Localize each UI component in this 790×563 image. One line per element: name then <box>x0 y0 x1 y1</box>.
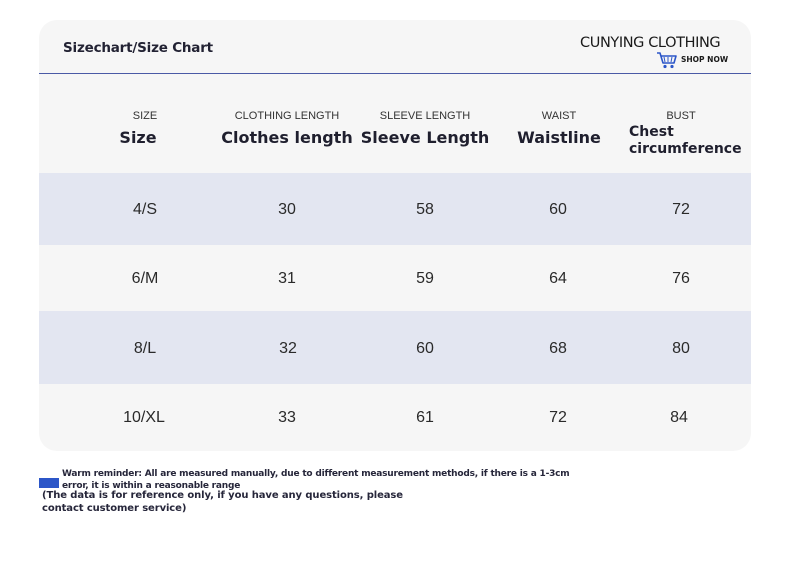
column-header-label: Size <box>119 128 157 147</box>
column-header-label: Clothes length <box>221 128 353 147</box>
cell-bust: 76 <box>672 270 690 287</box>
cell-clothing-length: 32 <box>279 340 297 357</box>
cell-sleeve-length: 60 <box>416 340 434 357</box>
cell-bust: 72 <box>672 201 690 218</box>
cell-clothing-length: 33 <box>278 409 296 426</box>
column-header-label: Chest circumference <box>629 124 742 157</box>
reminder-accent-bar <box>39 478 59 488</box>
table-row: 6/M 31 59 64 76 <box>39 245 751 311</box>
column-header-en: BUST <box>666 110 696 122</box>
cell-sleeve-length: 58 <box>416 201 434 218</box>
cell-sleeve-length: 61 <box>416 409 434 426</box>
cell-waist: 64 <box>549 270 567 287</box>
chart-header: Sizechart/Size Chart CUNYING CLOTHING SH… <box>39 20 751 74</box>
shopping-cart-icon <box>657 52 677 69</box>
cell-waist: 68 <box>549 340 567 357</box>
warm-reminder-text: Warm reminder: All are measured manually… <box>62 469 570 491</box>
shop-now-label: SHOP NOW <box>681 55 729 64</box>
column-header-en: CLOTHING LENGTH <box>234 110 340 122</box>
cell-size: 8/L <box>133 340 157 357</box>
column-header-en: SIZE <box>132 110 158 122</box>
brand-name: CUNYING CLOTHING <box>580 35 721 51</box>
reference-note-text: (The data is for reference only, if you … <box>42 490 403 514</box>
cell-clothing-length: 31 <box>278 270 296 287</box>
table-row: 10/XL 33 61 72 84 <box>39 384 751 451</box>
cell-bust: 84 <box>670 409 688 426</box>
page-title: Sizechart/Size Chart <box>63 40 213 56</box>
cell-size: 4/S <box>132 201 158 218</box>
table-row: 4/S 30 58 60 72 <box>39 173 751 245</box>
column-header-label: Sleeve Length <box>360 128 490 147</box>
cell-size: 6/M <box>131 270 159 287</box>
size-chart-card: Sizechart/Size Chart CUNYING CLOTHING SH… <box>39 20 751 451</box>
table-row: 8/L 32 60 68 80 <box>39 311 751 384</box>
column-header-en: SLEEVE LENGTH <box>379 110 471 122</box>
column-header-en: WAIST <box>541 110 577 122</box>
cell-size: 10/XL <box>123 409 165 426</box>
cell-waist: 72 <box>549 409 567 426</box>
cell-clothing-length: 30 <box>278 201 296 218</box>
cell-sleeve-length: 59 <box>416 270 434 287</box>
cell-bust: 80 <box>672 340 690 357</box>
cell-waist: 60 <box>549 201 567 218</box>
column-header-label: Waistline <box>517 128 601 147</box>
